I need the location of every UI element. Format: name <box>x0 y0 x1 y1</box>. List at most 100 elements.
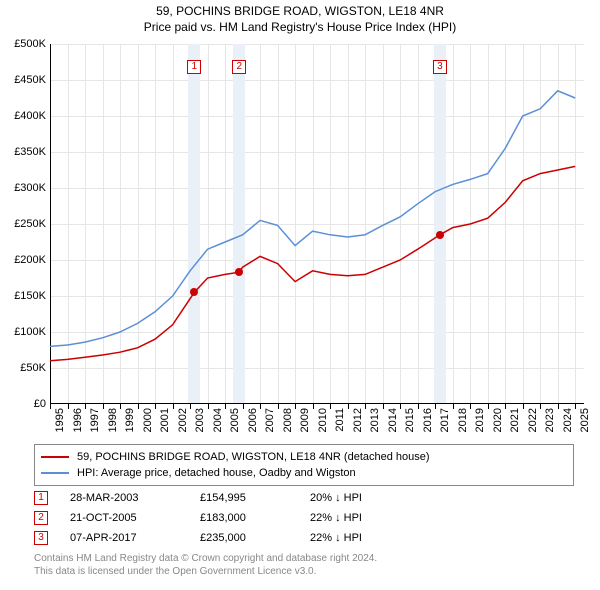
x-tick-label: 2000 <box>142 408 154 432</box>
x-tick-label: 1997 <box>89 408 101 432</box>
x-tick-label: 2008 <box>282 408 294 432</box>
x-tick-mark <box>208 404 209 409</box>
sales-row-diff: 20% ↓ HPI <box>310 492 410 504</box>
x-tick-label: 2002 <box>177 408 189 432</box>
sale-marker-box: 1 <box>187 60 201 74</box>
x-tick-mark <box>85 404 86 409</box>
sales-row-price: £154,995 <box>200 492 310 504</box>
x-tick-label: 2004 <box>212 408 224 432</box>
y-tick-label: £450K <box>14 74 46 86</box>
x-tick-mark <box>103 404 104 409</box>
sales-row-date: 28-MAR-2003 <box>70 492 200 504</box>
x-tick-label: 2025 <box>579 408 591 432</box>
x-tick-label: 2016 <box>422 408 434 432</box>
y-tick-label: £400K <box>14 110 46 122</box>
legend-row: HPI: Average price, detached house, Oadb… <box>41 465 567 481</box>
x-tick-mark <box>470 404 471 409</box>
x-tick-mark <box>120 404 121 409</box>
x-tick-label: 2010 <box>317 408 329 432</box>
x-tick-label: 1996 <box>72 408 84 432</box>
sales-row: 307-APR-2017£235,00022% ↓ HPI <box>34 528 410 548</box>
x-tick-mark <box>260 404 261 409</box>
x-tick-label: 2019 <box>474 408 486 432</box>
x-tick-mark <box>295 404 296 409</box>
y-tick-label: £50K <box>20 362 46 374</box>
x-tick-label: 2024 <box>562 408 574 432</box>
chart-title: 59, POCHINS BRIDGE ROAD, WIGSTON, LE18 4… <box>0 4 600 18</box>
sales-row-diff: 22% ↓ HPI <box>310 512 410 524</box>
x-tick-mark <box>523 404 524 409</box>
x-tick-mark <box>365 404 366 409</box>
sale-marker-box: 3 <box>433 60 447 74</box>
x-tick-label: 2007 <box>264 408 276 432</box>
y-tick-label: £0 <box>34 398 46 410</box>
sales-row-marker: 1 <box>34 491 48 505</box>
sales-row-marker: 2 <box>34 511 48 525</box>
x-tick-mark <box>138 404 139 409</box>
x-tick-label: 2011 <box>334 408 346 432</box>
line-series-svg <box>50 44 584 404</box>
legend-swatch <box>41 472 69 474</box>
x-tick-mark <box>505 404 506 409</box>
series-property <box>50 166 575 360</box>
sale-point-dot <box>190 288 198 296</box>
x-tick-mark <box>278 404 279 409</box>
chart-subtitle: Price paid vs. HM Land Registry's House … <box>0 20 600 34</box>
x-tick-mark <box>488 404 489 409</box>
footer-attribution: Contains HM Land Registry data © Crown c… <box>34 552 377 578</box>
x-tick-label: 2005 <box>229 408 241 432</box>
sales-row-price: £183,000 <box>200 512 310 524</box>
legend-swatch <box>41 456 69 458</box>
legend-box: 59, POCHINS BRIDGE ROAD, WIGSTON, LE18 4… <box>34 444 574 486</box>
x-tick-mark <box>68 404 69 409</box>
x-tick-mark <box>453 404 454 409</box>
x-tick-mark <box>50 404 51 409</box>
x-tick-mark <box>330 404 331 409</box>
x-tick-mark <box>348 404 349 409</box>
sales-row: 2 21-OCT-2005£183,00022% ↓ HPI <box>34 508 410 528</box>
x-tick-mark <box>575 404 576 409</box>
x-tick-mark <box>540 404 541 409</box>
x-tick-label: 1998 <box>107 408 119 432</box>
x-tick-label: 2003 <box>194 408 206 432</box>
sales-row-date: 07-APR-2017 <box>70 532 200 544</box>
x-tick-mark <box>313 404 314 409</box>
x-tick-mark <box>243 404 244 409</box>
x-tick-label: 1999 <box>124 408 136 432</box>
y-tick-label: £200K <box>14 254 46 266</box>
sales-row-price: £235,000 <box>200 532 310 544</box>
sales-row-diff: 22% ↓ HPI <box>310 532 410 544</box>
legend-label: 59, POCHINS BRIDGE ROAD, WIGSTON, LE18 4… <box>77 451 430 463</box>
x-tick-mark <box>225 404 226 409</box>
x-tick-label: 2020 <box>492 408 504 432</box>
y-tick-label: £250K <box>14 218 46 230</box>
x-tick-mark <box>558 404 559 409</box>
series-hpi <box>50 91 575 347</box>
footer-line2: This data is licensed under the Open Gov… <box>34 565 377 578</box>
x-tick-mark <box>155 404 156 409</box>
x-tick-label: 2001 <box>159 408 171 432</box>
x-tick-mark <box>173 404 174 409</box>
sales-table: 1 28-MAR-2003£154,99520% ↓ HPI 2 21-OCT-200… <box>34 488 410 548</box>
y-tick-label: £100K <box>14 326 46 338</box>
legend-row: 59, POCHINS BRIDGE ROAD, WIGSTON, LE18 4… <box>41 449 567 465</box>
y-tick-label: £350K <box>14 146 46 158</box>
x-tick-label: 1995 <box>54 408 66 432</box>
sale-marker-box: 2 <box>232 60 246 74</box>
x-tick-label: 2017 <box>439 408 451 432</box>
x-tick-label: 2022 <box>527 408 539 432</box>
x-tick-mark <box>190 404 191 409</box>
x-tick-mark <box>418 404 419 409</box>
x-tick-label: 2006 <box>247 408 259 432</box>
sales-row: 1 28-MAR-2003£154,99520% ↓ HPI <box>34 488 410 508</box>
x-tick-mark <box>383 404 384 409</box>
y-tick-label: £300K <box>14 182 46 194</box>
x-tick-mark <box>400 404 401 409</box>
legend-label: HPI: Average price, detached house, Oadb… <box>77 467 356 479</box>
x-tick-label: 2023 <box>544 408 556 432</box>
x-tick-mark <box>435 404 436 409</box>
sale-point-dot <box>436 231 444 239</box>
x-tick-label: 2013 <box>369 408 381 432</box>
sales-row-date: 21-OCT-2005 <box>70 512 200 524</box>
x-tick-label: 2018 <box>457 408 469 432</box>
